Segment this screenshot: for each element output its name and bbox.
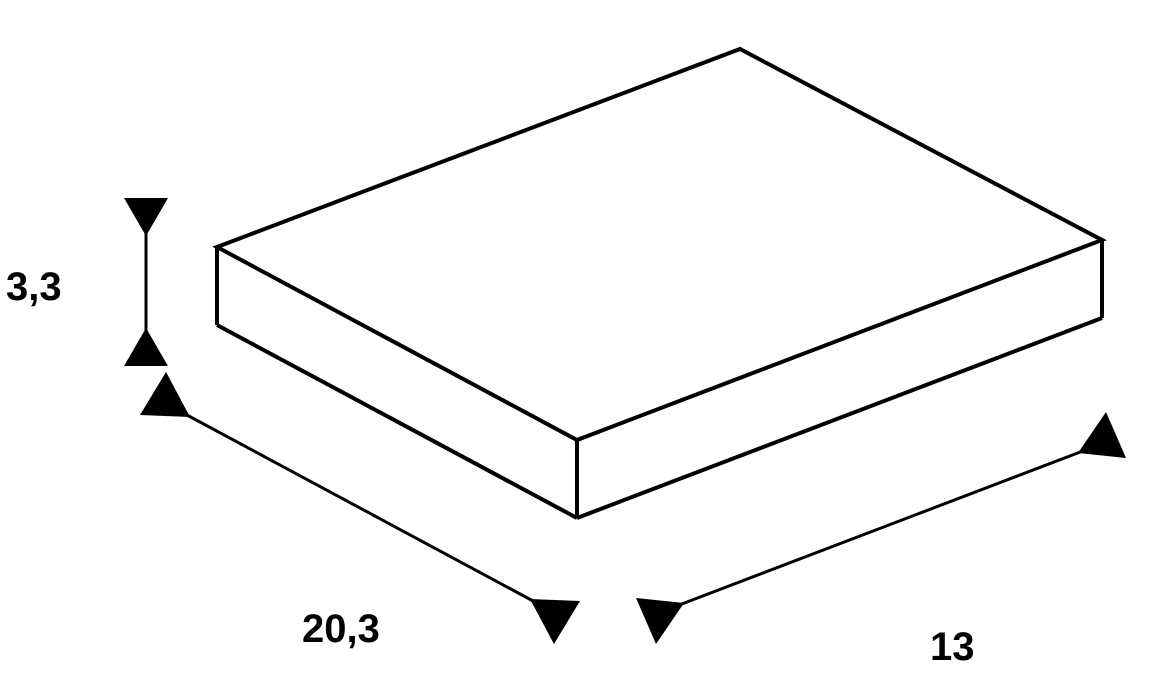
arrowhead-icon xyxy=(1078,412,1126,458)
arrowhead-icon xyxy=(636,598,684,644)
dimension-diagram: 3,3 20,3 13 xyxy=(0,0,1150,692)
dimension-height: 3,3 xyxy=(6,198,168,366)
arrowhead-icon xyxy=(124,198,168,236)
arrowhead-icon xyxy=(530,599,580,644)
width-label: 13 xyxy=(930,625,975,669)
cuboid xyxy=(217,49,1102,518)
dimension-length: 20,3 xyxy=(140,372,580,651)
length-label: 20,3 xyxy=(302,607,380,651)
dimension-width: 13 xyxy=(636,412,1126,669)
arrowhead-icon xyxy=(124,328,168,366)
arrowhead-icon xyxy=(140,372,190,417)
height-label: 3,3 xyxy=(6,265,62,309)
